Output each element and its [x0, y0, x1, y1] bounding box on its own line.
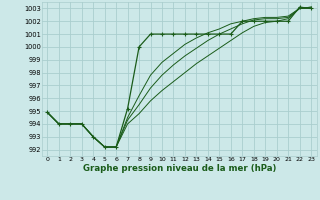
- X-axis label: Graphe pression niveau de la mer (hPa): Graphe pression niveau de la mer (hPa): [83, 164, 276, 173]
